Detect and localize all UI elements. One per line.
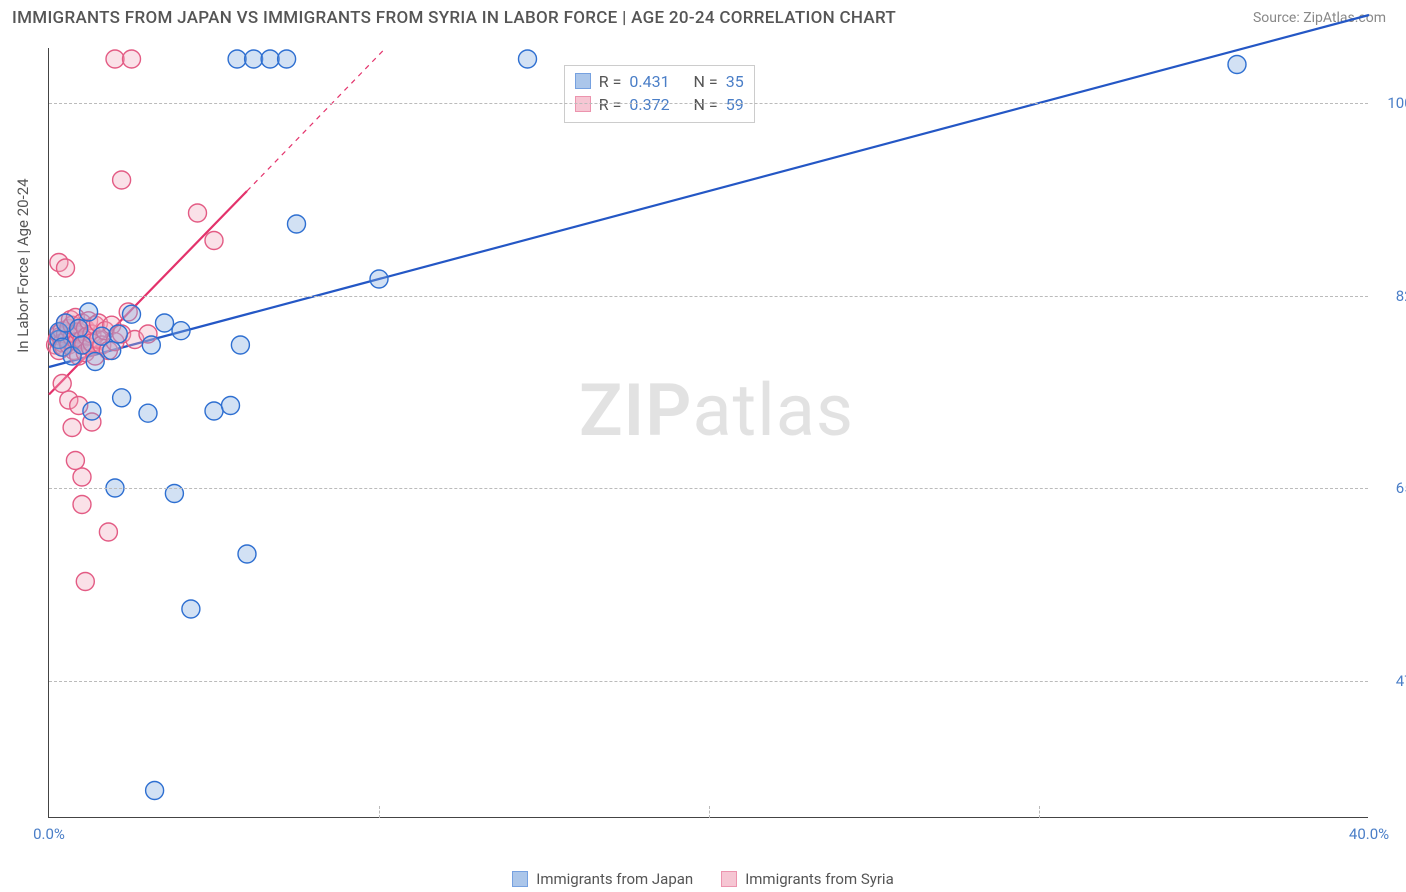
- point-a: [278, 50, 296, 68]
- point-a: [238, 545, 256, 563]
- plot-svg: [49, 48, 1368, 817]
- point-b: [73, 468, 91, 486]
- tick-v: [1039, 806, 1040, 818]
- point-b: [57, 259, 75, 277]
- y-tick-label: 65.0%: [1376, 479, 1406, 497]
- legend-stats-row: R =0.431 N =35: [575, 70, 744, 93]
- legend-item: Immigrants from Syria: [721, 870, 894, 888]
- point-a: [519, 50, 537, 68]
- point-b: [53, 375, 71, 393]
- point-a: [70, 320, 88, 338]
- point-a: [261, 50, 279, 68]
- point-a: [83, 402, 101, 420]
- point-a: [228, 50, 246, 68]
- point-b: [106, 50, 124, 68]
- point-b: [189, 204, 207, 222]
- point-a: [370, 270, 388, 288]
- legend-label: Immigrants from Syria: [745, 870, 894, 888]
- gridline-h: [49, 296, 1368, 297]
- legend-stats-row: R =0.372 N =59: [575, 93, 744, 116]
- point-a: [182, 600, 200, 618]
- point-a: [142, 336, 160, 354]
- point-a: [139, 404, 157, 422]
- point-b: [66, 452, 84, 470]
- point-a: [146, 782, 164, 800]
- x-tick-label: 0.0%: [33, 825, 65, 843]
- point-b: [123, 50, 141, 68]
- y-tick-label: 47.5%: [1376, 672, 1406, 690]
- legend-bottom: Immigrants from Japan Immigrants from Syr…: [0, 870, 1406, 888]
- legend-swatch: [512, 871, 528, 887]
- trend-line-b-dash: [247, 48, 386, 191]
- legend-item: Immigrants from Japan: [512, 870, 693, 888]
- y-tick-label: 100.0%: [1376, 94, 1406, 112]
- legend-swatch: [575, 96, 591, 112]
- y-axis-title: In Labor Force | Age 20-24: [14, 178, 32, 352]
- point-b: [73, 496, 91, 514]
- point-b: [63, 419, 81, 437]
- point-a: [123, 305, 141, 323]
- point-a: [288, 215, 306, 233]
- point-a: [86, 353, 104, 371]
- chart-area: ZIPatlas R =0.431 N =35R =0.372 N =59 47…: [48, 48, 1368, 818]
- legend-swatch: [721, 871, 737, 887]
- point-b: [99, 523, 117, 541]
- point-a: [109, 325, 127, 343]
- point-a: [1228, 56, 1246, 74]
- point-b: [113, 171, 131, 189]
- gridline-h: [49, 681, 1368, 682]
- point-a: [231, 336, 249, 354]
- gridline-h: [49, 488, 1368, 489]
- point-b: [76, 573, 94, 591]
- point-a: [103, 342, 121, 360]
- gridline-h: [49, 103, 1368, 104]
- tick-v: [709, 806, 710, 818]
- y-tick-label: 82.5%: [1376, 287, 1406, 305]
- legend-label: Immigrants from Japan: [536, 870, 693, 888]
- point-b: [205, 232, 223, 250]
- point-a: [80, 303, 98, 321]
- legend-stats-box: R =0.431 N =35R =0.372 N =59: [564, 65, 755, 123]
- legend-swatch: [575, 73, 591, 89]
- source-label: Source: ZipAtlas.com: [1253, 10, 1386, 26]
- point-a: [73, 336, 91, 354]
- chart-title: IMMIGRANTS FROM JAPAN VS IMMIGRANTS FROM…: [12, 8, 896, 28]
- x-tick-label: 40.0%: [1349, 825, 1389, 843]
- point-a: [205, 402, 223, 420]
- point-a: [222, 397, 240, 415]
- point-a: [113, 389, 131, 407]
- point-a: [245, 50, 263, 68]
- tick-v: [379, 806, 380, 818]
- point-a: [172, 322, 190, 340]
- point-a: [156, 314, 174, 332]
